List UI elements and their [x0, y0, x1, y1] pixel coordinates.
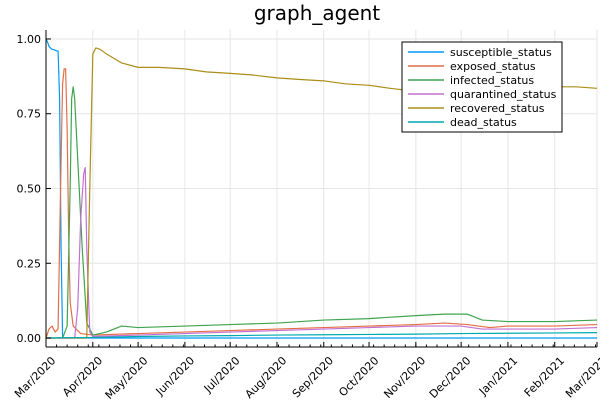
x-tick-label: May/2020 [103, 354, 151, 400]
x-tick-label: Feb/2021 [522, 354, 567, 399]
legend-box [401, 41, 563, 133]
x-tick-label: Dec/2020 [427, 354, 474, 400]
series-line-quarantined-status [46, 166, 598, 339]
y-tick-label: 0.00 [17, 332, 42, 345]
y-tick-label: 1.00 [17, 33, 42, 46]
legend: susceptible_statusexposed_statusinfected… [401, 41, 563, 133]
x-tick-label: Aug/2020 [243, 354, 290, 400]
series-line-infected-status [46, 86, 598, 339]
x-tick-label: Apr/2020 [60, 354, 105, 399]
x-tick-label: Jun/2020 [153, 354, 197, 398]
x-tick-label: Jul/2020 [201, 354, 243, 396]
x-tick-label: Oct/2020 [336, 354, 381, 399]
x-tick-label: Mar/2020 [12, 354, 58, 400]
legend-label: dead_status [450, 116, 517, 129]
y-tick-label: 0.75 [17, 108, 42, 121]
legend-label: infected_status [450, 74, 534, 87]
x-tick-label: Jan/2021 [476, 354, 520, 398]
legend-label: quarantined_status [450, 88, 557, 101]
chart-title: graph_agent [254, 1, 380, 25]
y-tick-label: 0.50 [17, 183, 42, 196]
legend-label: exposed_status [450, 60, 536, 73]
x-tick-label: Sep/2020 [290, 354, 336, 400]
series-line-dead-status [45, 332, 598, 339]
x-tick-label: Mar/2021 [563, 354, 600, 400]
legend-label: recovered_status [450, 102, 545, 115]
legend-label: susceptible_status [450, 46, 552, 59]
y-tick-label: 0.25 [17, 257, 42, 270]
x-tick-label: Nov/2020 [381, 354, 428, 400]
